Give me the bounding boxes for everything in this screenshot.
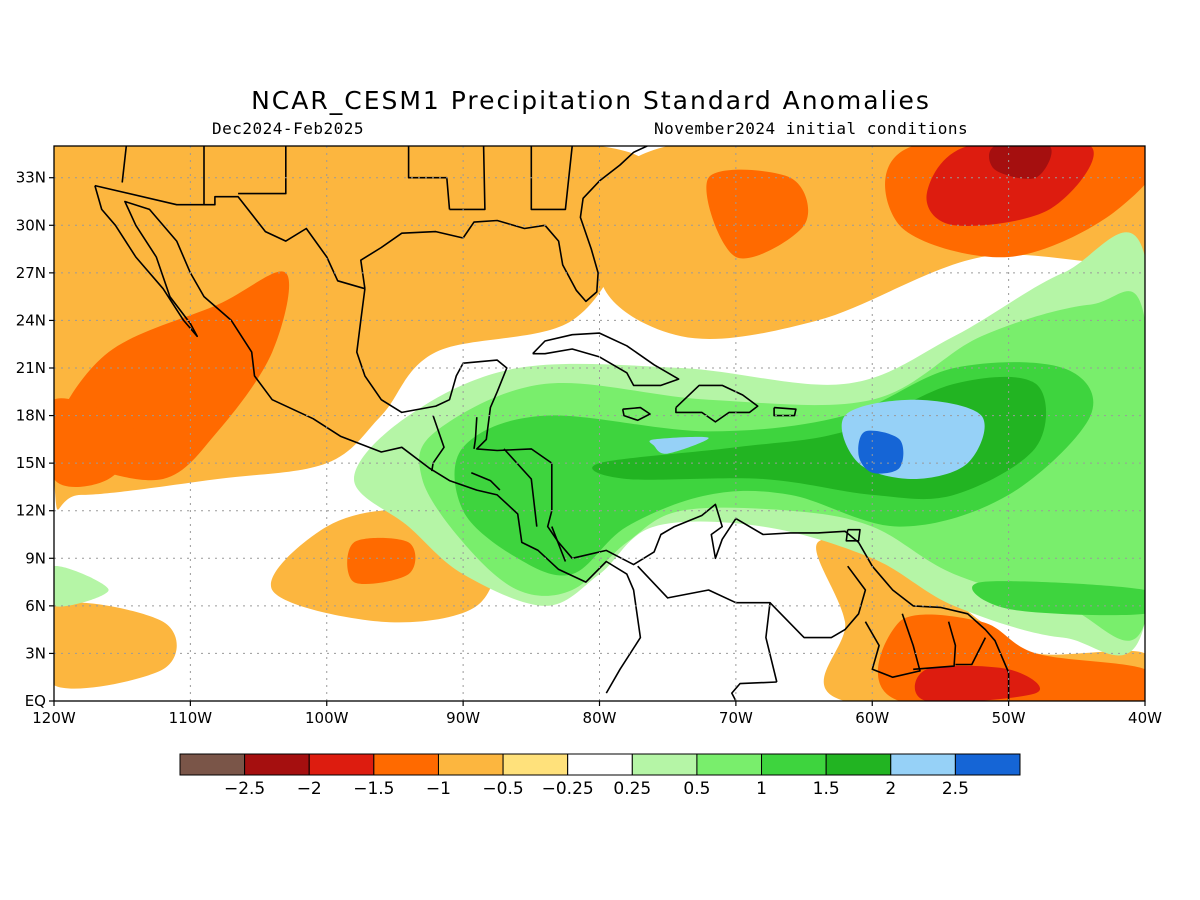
colorbar-label: −1 (426, 779, 451, 799)
coastline (913, 621, 957, 671)
y-tick-label: 24N (16, 311, 46, 329)
y-tick-label: 30N (16, 216, 46, 234)
graticule (54, 146, 1145, 701)
y-tick-label: 9N (25, 549, 46, 567)
y-tick-label: 21N (16, 359, 46, 377)
anomaly-region (989, 146, 1052, 179)
initial-conditions-label: November2024 initial conditions (654, 119, 969, 138)
x-tick-label: 80W (583, 709, 617, 727)
colorbar-swatch (825, 753, 892, 776)
coastline (431, 415, 445, 472)
y-tick-label: 27N (16, 264, 46, 282)
anomaly-region (858, 430, 904, 474)
x-tick-label: 110W (169, 709, 213, 727)
x-tick-label: 100W (305, 709, 349, 727)
y-tick-label: 3N (25, 644, 46, 662)
colorbar-swatch (244, 753, 310, 776)
y-tick-label: 18N (16, 407, 46, 425)
colorbar-label: −0.25 (542, 779, 594, 799)
colorbar: −2.5 −2 −1.5 −1 −0.5 −0.25 0.25 0.5 1 1.5 2 2.5 (179, 753, 1021, 799)
coastline (470, 471, 501, 491)
colorbar-label: −0.5 (482, 779, 523, 799)
coastline (407, 146, 451, 210)
anomaly-region (649, 436, 709, 454)
y-tick-label: EQ (25, 692, 46, 710)
coastline (473, 417, 478, 450)
coastline (864, 613, 921, 679)
coastline (551, 526, 567, 562)
y-tick-label: 33N (16, 169, 46, 187)
coastline (449, 146, 486, 211)
longitude-axis: 120W 110W 100W 90W 80W 70W 60W 50W 40W (32, 701, 1162, 727)
colorbar-swatch (567, 753, 633, 776)
coastline (532, 332, 680, 387)
anomaly-region (972, 581, 1145, 616)
colorbar-swatch (373, 753, 439, 776)
coastline (845, 528, 861, 542)
coastline (773, 406, 797, 417)
colorbar-label: 0.25 (613, 779, 651, 799)
y-tick-label: 15N (16, 454, 46, 472)
colorbar-label: −1.5 (353, 779, 394, 799)
colorbar-swatch (696, 753, 763, 776)
anomaly-region (54, 566, 109, 607)
colorbar-swatch (437, 753, 504, 776)
colorbar-swatch (631, 753, 698, 776)
anomaly-region (54, 602, 177, 689)
anomaly-region (706, 169, 809, 259)
x-tick-label: 120W (32, 709, 76, 727)
coastline (94, 184, 366, 290)
y-tick-label: 12N (16, 502, 46, 520)
colorbar-swatch (502, 753, 569, 776)
x-tick-label: 60W (855, 709, 889, 727)
coastline (621, 406, 651, 422)
colorbar-label: 2 (885, 779, 896, 799)
colorbar-label: 1 (756, 779, 767, 799)
latitude-axis: EQ 3N 6N 9N 12N 15N 18N 21N 24N 27N 30N 33N (16, 169, 54, 710)
coastline (730, 681, 777, 701)
coastline (675, 384, 759, 423)
anomaly-region (347, 537, 416, 585)
colorbar-label: 1.5 (813, 779, 840, 799)
coastline (94, 185, 642, 694)
colorbar-label: 2.5 (942, 779, 969, 799)
anomaly-region (54, 398, 138, 488)
map-title: NCAR_CESM1 Precipitation Standard Anomal… (251, 86, 931, 115)
x-tick-label: 70W (719, 709, 753, 727)
colorbar-swatch (954, 753, 1021, 776)
colorbar-swatch (761, 753, 827, 776)
colorbar-label: −2 (297, 779, 322, 799)
colorbar-swatch (308, 753, 375, 776)
colorbar-swatch (890, 753, 956, 776)
y-tick-label: 6N (25, 597, 46, 615)
coastline (769, 565, 867, 639)
coastline (503, 448, 538, 527)
coastline (238, 146, 287, 195)
colorbar-label: −2.5 (224, 779, 265, 799)
coastline (359, 146, 648, 303)
coastline (955, 637, 987, 666)
anomaly-region (926, 146, 1094, 226)
forecast-period-label: Dec2024-Feb2025 (212, 119, 364, 138)
x-tick-label: 90W (446, 709, 480, 727)
x-tick-label: 40W (1128, 709, 1162, 727)
colorbar-swatch (179, 753, 246, 776)
coastline (121, 146, 128, 183)
colorbar-label: 0.5 (683, 779, 710, 799)
x-tick-label: 50W (992, 709, 1026, 727)
